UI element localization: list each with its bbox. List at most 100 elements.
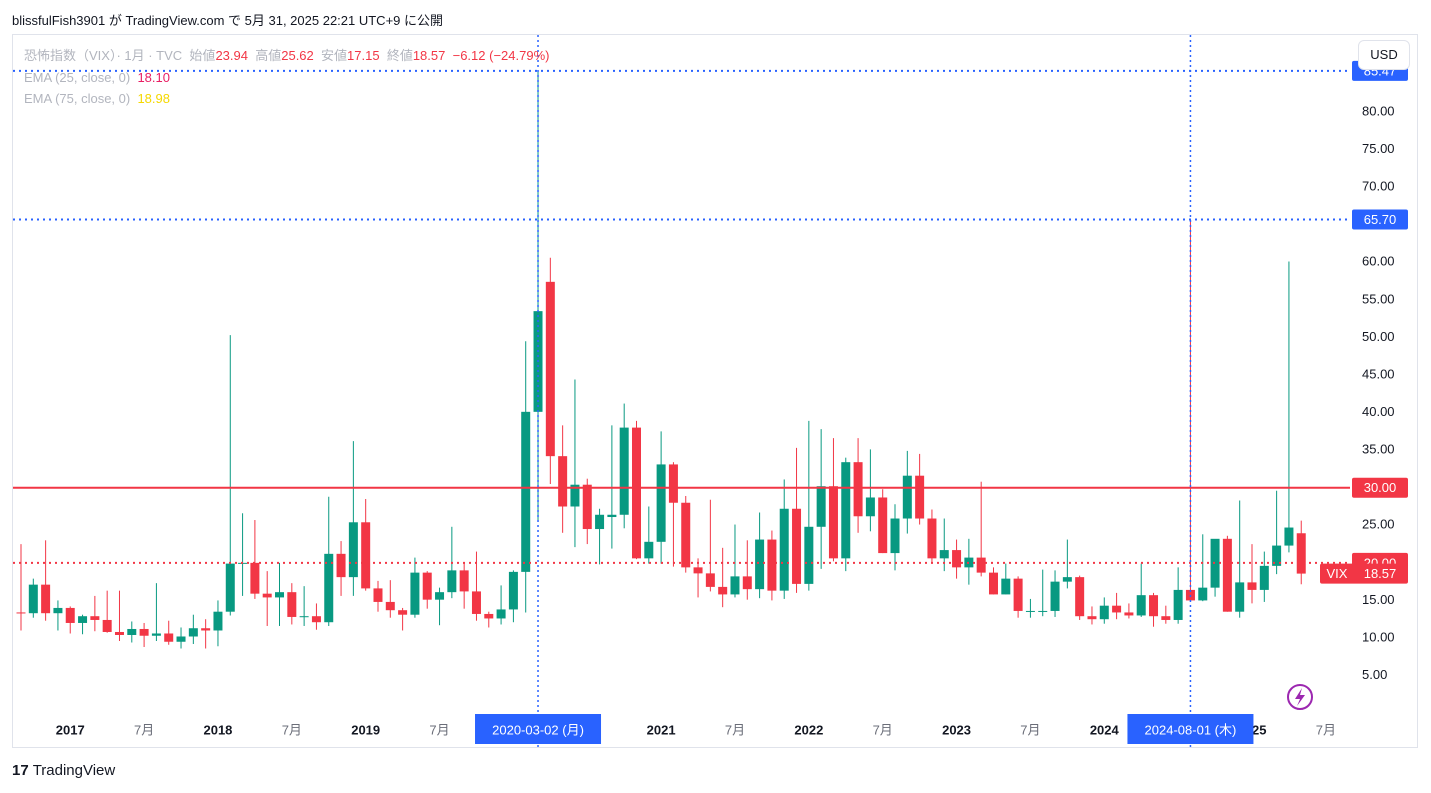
candle-body [139, 628, 149, 636]
candle-body [435, 592, 445, 600]
crosshair-label-box [1127, 714, 1254, 744]
candle-body [1087, 616, 1097, 620]
candle-body [902, 475, 912, 519]
candle-body [1013, 578, 1023, 611]
candle-body [1272, 545, 1282, 566]
x-tick-label: 2017 [56, 722, 85, 737]
candle-body [792, 508, 802, 584]
candle-body [767, 539, 777, 591]
legend-ohlc: 恐怖指数（VIX）· 1月 · TVC 始値23.94 高値25.62 安値17… [24, 45, 549, 67]
candle-body [471, 591, 481, 614]
y-tick-label: 70.00 [1362, 179, 1395, 194]
candle-body [201, 628, 211, 631]
last-price-label: 18.57 [1364, 566, 1397, 581]
candle-body [1161, 616, 1171, 620]
candle-body [28, 584, 38, 614]
publish-info: blissfulFish3901 が TradingView.com で 5月 … [12, 13, 444, 28]
alert-icon [1287, 684, 1313, 710]
candle-body [299, 616, 309, 618]
candle-body [287, 592, 297, 617]
candle-body [127, 628, 137, 635]
candle-body [262, 593, 272, 598]
candle-body [693, 567, 703, 574]
candle-body [275, 592, 285, 598]
legend: 恐怖指数（VIX）· 1月 · TVC 始値23.94 高値25.62 安値17… [24, 45, 549, 110]
last-price-box [1320, 563, 1408, 584]
candle-body [1284, 527, 1294, 546]
candle-body [459, 570, 469, 592]
plot [16, 70, 1306, 649]
open-value: 23.94 [215, 48, 248, 63]
candle-body [1247, 582, 1257, 590]
candle-body [1038, 610, 1048, 612]
candle-body [1296, 533, 1306, 574]
x-tick-label: 7月 [1316, 722, 1336, 737]
candle-body [755, 539, 765, 590]
candle-body [988, 572, 998, 595]
x-tick-label: 2022 [794, 722, 823, 737]
candle-body [1136, 595, 1146, 616]
candle-body [114, 631, 124, 635]
candle-body [53, 607, 63, 614]
candle-body [804, 526, 814, 584]
candle-body [742, 576, 752, 590]
candle-body [410, 572, 420, 615]
price-label: 65.70 [1364, 212, 1397, 227]
candle-body [336, 553, 346, 578]
candle-body [1124, 612, 1134, 616]
change: −6.12 (−24.79%) [452, 48, 550, 63]
candle-body [644, 541, 654, 559]
candle-body [1198, 587, 1208, 601]
candle-body [521, 411, 531, 572]
x-tick-label: 2019 [351, 722, 380, 737]
candle-body [779, 508, 789, 591]
brand-name: TradingView [32, 762, 116, 779]
candle-body [1075, 577, 1085, 617]
candle-body [1149, 595, 1159, 617]
candle-body [1025, 610, 1035, 612]
candle-body [78, 616, 88, 623]
candle-body [324, 553, 334, 623]
candle-body [65, 607, 75, 623]
candle-body [558, 456, 568, 507]
candle-body [607, 514, 617, 518]
candle-body [225, 563, 235, 612]
candle-body [545, 281, 555, 457]
candle-body [853, 462, 863, 517]
close-label: 終値 [386, 48, 413, 63]
chart-frame [12, 34, 1418, 748]
candle-body [718, 586, 728, 595]
y-tick-label: 50.00 [1362, 329, 1395, 344]
candle-body [939, 550, 949, 559]
candle-body [927, 518, 937, 559]
y-tick-label: 25.00 [1362, 517, 1395, 532]
candle-body [1259, 565, 1269, 590]
x-tick-label: 7月 [134, 722, 154, 737]
y-tick-label: 80.00 [1362, 103, 1395, 118]
y-tick-label: 55.00 [1362, 291, 1395, 306]
candle-body [841, 462, 851, 559]
price-label-box [1352, 477, 1408, 498]
candle-body [570, 484, 580, 507]
candle-body [730, 576, 740, 595]
brand-logo: 17 TradingView [12, 762, 116, 779]
ema-value: 18.10 [137, 69, 170, 85]
candle-body [1062, 577, 1072, 582]
candle-body [1222, 538, 1232, 612]
crosshair-label: 2024-08-01 (木) [1145, 722, 1237, 737]
candle-body [373, 588, 383, 602]
close-value: 18.57 [412, 48, 446, 63]
x-tick-label: 7月 [725, 722, 745, 737]
candle-body [619, 427, 629, 515]
x-tick-label: 2018 [203, 722, 232, 737]
candle-body [496, 609, 506, 619]
crosshair-label: 2020-03-02 (月) [492, 722, 584, 737]
y-tick-label: 35.00 [1362, 442, 1395, 457]
candle-body [250, 562, 260, 594]
currency-button[interactable]: USD [1358, 40, 1410, 70]
candle-body [1210, 538, 1220, 588]
candle-body [176, 636, 186, 642]
candle-body [681, 502, 691, 568]
